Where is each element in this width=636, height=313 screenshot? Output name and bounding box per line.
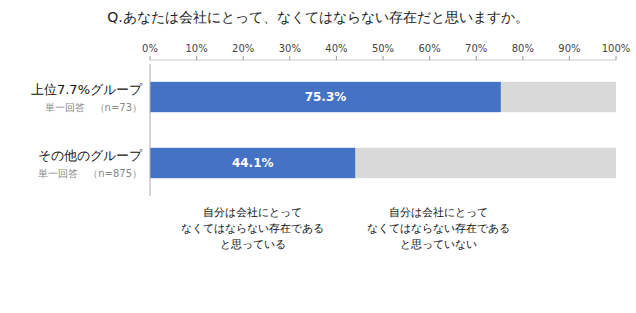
category-labels: 上位7.7%グループ単一回答 （n=73） その他のグループ単一回答 （n=875… xyxy=(31,82,143,179)
x-tick-label: 100% xyxy=(602,43,631,54)
x-tick-label: 30% xyxy=(279,43,301,54)
x-tick xyxy=(196,56,197,60)
data-labels: 75.3% 44.1% xyxy=(232,90,346,170)
bar-segment xyxy=(501,82,616,112)
series-label-line: と思っている xyxy=(220,238,286,250)
bar-segment xyxy=(356,148,616,178)
chart-svg: Q.あなたは会社にとって、なくてはならない存在だと思いますか。 0% 10% 20% 3… xyxy=(0,0,636,313)
x-tick xyxy=(150,56,151,60)
chart-container: Q.あなたは会社にとって、なくてはならない存在だと思いますか。 0% 10% 20% 3… xyxy=(0,0,636,313)
x-tick-label: 10% xyxy=(185,43,207,54)
x-tick xyxy=(616,56,617,60)
series-label-line: 自分は会社にとって xyxy=(203,206,302,218)
x-tick xyxy=(476,56,477,60)
x-tick-label: 40% xyxy=(325,43,347,54)
series-label-line: なくてはならない存在である xyxy=(367,222,510,234)
x-tick-label: 70% xyxy=(465,43,487,54)
y-axis-line xyxy=(150,64,151,196)
x-tick-label: 0% xyxy=(142,43,158,54)
bars xyxy=(150,82,616,178)
category-label: その他のグループ xyxy=(38,148,143,163)
series-label-line: 自分は会社にとって xyxy=(389,206,488,218)
x-tick xyxy=(243,56,244,60)
x-tick xyxy=(336,56,337,60)
x-tick-label: 80% xyxy=(512,43,534,54)
category-note: 単一回答 （n=875） xyxy=(38,168,142,179)
category-note: 単一回答 （n=73） xyxy=(45,102,142,113)
chart-title: Q.あなたは会社にとって、なくてはならない存在だと思いますか。 xyxy=(107,9,528,25)
x-tick xyxy=(569,56,570,60)
x-tick xyxy=(289,56,290,60)
x-tick-label: 90% xyxy=(558,43,580,54)
data-label: 75.3% xyxy=(305,90,347,104)
series-label-line: なくてはならない存在である xyxy=(181,222,324,234)
series-label-line: と思っていない xyxy=(400,238,477,250)
x-axis: 0% 10% 20% 30% 40% 50% 60% 70% 80% 90% 100% xyxy=(142,43,630,60)
x-tick-label: 50% xyxy=(372,43,394,54)
series-label: 自分は会社にとってなくてはならない存在であると思っていない xyxy=(367,206,510,250)
series-label: 自分は会社にとってなくてはならない存在であると思っている xyxy=(181,206,324,250)
x-tick xyxy=(383,56,384,60)
data-label: 44.1% xyxy=(232,156,274,170)
x-tick-label: 60% xyxy=(418,43,440,54)
x-tick xyxy=(429,56,430,60)
series-labels: 自分は会社にとってなくてはならない存在であると思っている自分は会社にとってなくて… xyxy=(181,206,510,250)
x-tick-label: 20% xyxy=(232,43,254,54)
x-tick xyxy=(522,56,523,60)
category-label: 上位7.7%グループ xyxy=(31,82,143,97)
bar-segment xyxy=(150,82,501,112)
series-bars xyxy=(356,82,616,178)
bar-segment xyxy=(150,148,356,178)
